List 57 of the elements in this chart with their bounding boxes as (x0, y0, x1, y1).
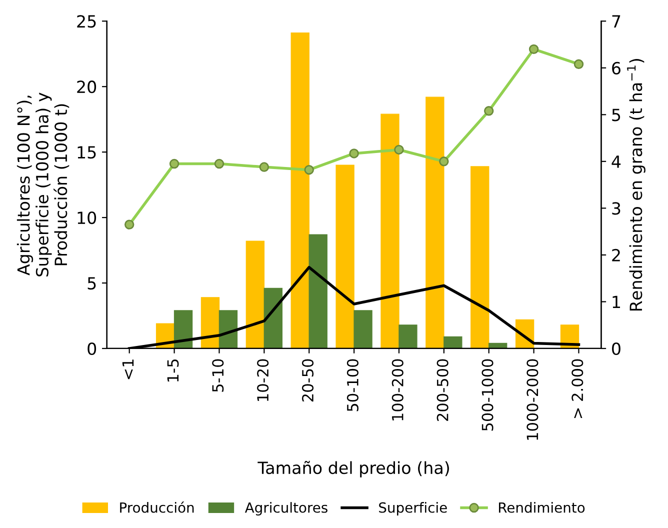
y-tick-label: 20 (77, 80, 96, 94)
bar (444, 336, 462, 348)
y-tick-label: 25 (77, 15, 96, 28)
point (259, 162, 270, 172)
y2-tick-label: 3 (612, 202, 620, 215)
legend-label: Rendimiento (498, 502, 585, 513)
y-tick-label: 15 (78, 146, 96, 159)
x-tick-label: 100-200 (392, 359, 404, 420)
y-tick-label: 0 (88, 342, 96, 356)
bar (200, 297, 220, 348)
x-tick-label: 200-500 (436, 359, 448, 421)
point (124, 220, 134, 230)
bar (174, 310, 193, 348)
y2-tick-label: 1 (612, 296, 620, 308)
y2-tick-label: 0 (612, 342, 620, 356)
y-tick-label: 5 (88, 277, 96, 290)
point (169, 158, 180, 169)
y2-tick-label: 4 (612, 156, 621, 168)
point (439, 156, 449, 166)
bar (218, 310, 238, 348)
y2-tick-label: 6 (612, 62, 620, 74)
bar (290, 32, 310, 348)
x-tick-label: 5-10 (212, 359, 224, 392)
bar (336, 164, 354, 348)
x-tick-label: <1 (122, 360, 134, 380)
x-tick-label: 500-1000 (482, 359, 494, 431)
point (484, 106, 494, 116)
y2-axis-title: Rendimiento en grano (t ha$^{−1}$) (627, 59, 646, 310)
bar (398, 324, 418, 348)
bar (426, 96, 444, 348)
x-tick-label: > 2.000 (572, 359, 584, 418)
x-axis-title: Tamaño del predio (ha) (258, 460, 449, 478)
legend-label: Agricultores (244, 502, 328, 516)
point (574, 59, 584, 70)
legend-label: Producción (120, 502, 194, 513)
point (304, 164, 314, 175)
point (214, 158, 224, 169)
bar (380, 114, 400, 348)
bar (354, 310, 372, 348)
point (394, 144, 404, 155)
x-tick-label: 1-5 (167, 360, 179, 382)
bar (246, 240, 265, 348)
y2-tick-label: 5 (612, 108, 620, 122)
x-tick-label: 1000-2000 (526, 359, 538, 440)
x-tick-label: 50-100 (346, 359, 358, 412)
x-tick-label: 10-20 (257, 359, 269, 401)
x-tick-label: 20-50 (302, 359, 314, 402)
bar (308, 234, 328, 348)
point (349, 148, 359, 158)
y2-tick-label: 2 (612, 248, 620, 262)
point (528, 44, 539, 54)
bar (470, 166, 490, 348)
y-tick-label: 10 (78, 212, 96, 224)
bar (264, 288, 282, 348)
y-axis-title: Agricultores (100 N°), Superficie (1000 ha) y Producción (1000 t) (16, 92, 70, 276)
legend-label: Superficie (379, 502, 447, 516)
y2-tick-label: 7 (612, 15, 620, 28)
